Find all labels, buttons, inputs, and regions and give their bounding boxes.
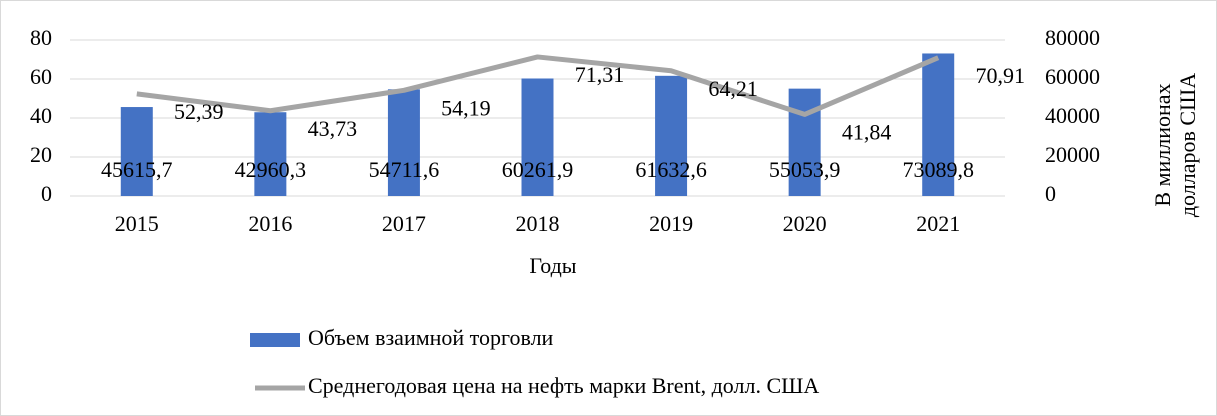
y2-tick-label: 40000 xyxy=(1045,103,1100,128)
bar xyxy=(521,78,554,196)
data-label: 42960,3 xyxy=(235,157,307,182)
data-label: 70,91 xyxy=(975,63,1025,88)
bar xyxy=(922,53,955,197)
bar xyxy=(120,107,153,196)
x-tick-label: 2015 xyxy=(115,211,159,236)
x-axis-title: Годы xyxy=(529,253,576,278)
y-tick-label: 20 xyxy=(30,142,52,167)
y-tick-label: 40 xyxy=(30,103,52,128)
y-tick-label: 80 xyxy=(30,25,52,50)
y-tick-label: 0 xyxy=(41,181,52,206)
y2-tick-label: 60000 xyxy=(1045,64,1100,89)
data-label: 54,19 xyxy=(441,95,491,120)
y-tick-label: 60 xyxy=(30,64,52,89)
y2-tick-label: 80000 xyxy=(1045,25,1100,50)
data-label: 60261,9 xyxy=(502,157,574,182)
bar xyxy=(254,112,287,196)
data-label: 55053,9 xyxy=(769,157,841,182)
x-tick-label: 2017 xyxy=(382,211,426,236)
x-tick-label: 2020 xyxy=(783,211,827,236)
data-label: 52,39 xyxy=(174,99,224,124)
y2-axis-title: долларов США xyxy=(1175,73,1200,217)
data-label: 73089,8 xyxy=(902,157,974,182)
y2-tick-label: 20000 xyxy=(1045,142,1100,167)
data-label: 45615,7 xyxy=(101,157,173,182)
line xyxy=(136,54,940,117)
data-label: 54711,6 xyxy=(369,157,440,182)
data-label: 71,31 xyxy=(575,62,625,87)
data-label: 43,73 xyxy=(308,116,358,141)
y2-tick-label: 0 xyxy=(1045,181,1056,206)
bar xyxy=(387,89,420,196)
x-tick-label: 2021 xyxy=(916,211,960,236)
data-label: 64,21 xyxy=(708,76,758,101)
x-tick-label: 2016 xyxy=(248,211,292,236)
data-label: 41,84 xyxy=(842,119,892,144)
bar xyxy=(655,75,688,196)
legend-label: Объем взаимной торговли xyxy=(308,325,554,350)
x-tick-label: 2019 xyxy=(649,211,693,236)
legend-label: Среднегодовая цена на нефть марки Brent,… xyxy=(308,373,819,398)
data-label: 61632,6 xyxy=(635,157,707,182)
bar xyxy=(788,88,821,196)
x-tick-label: 2018 xyxy=(516,211,560,236)
y2-axis-title: В миллионах xyxy=(1150,83,1175,206)
legend-swatch xyxy=(250,333,300,347)
